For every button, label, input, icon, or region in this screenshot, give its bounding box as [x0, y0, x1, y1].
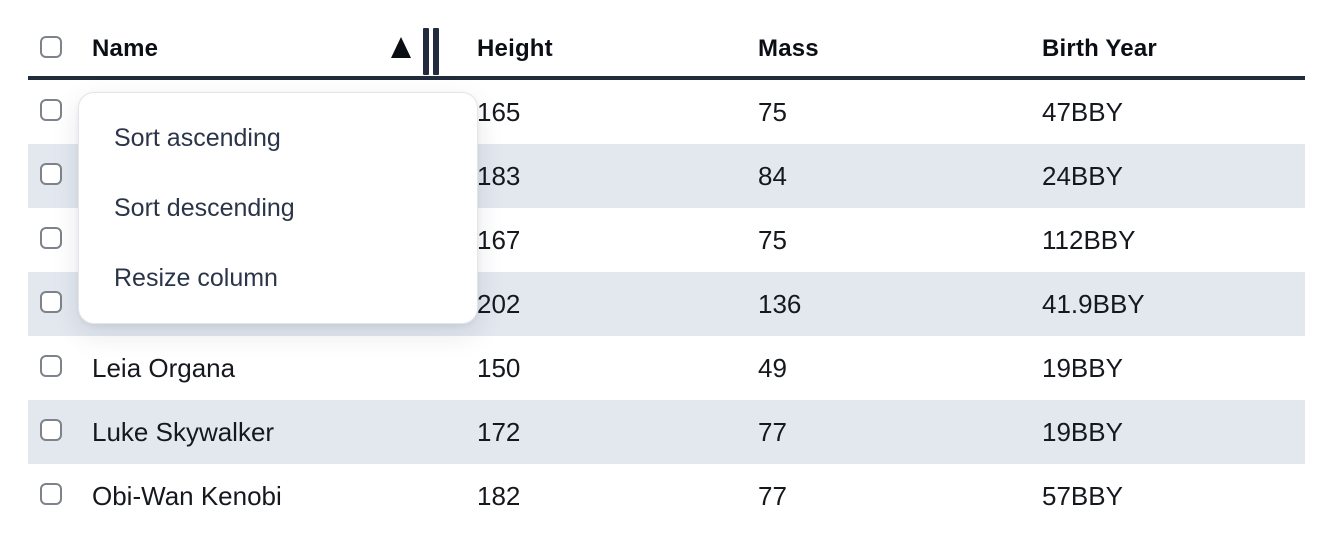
column-header-mass-label: Mass: [758, 35, 819, 62]
cell-mass: 75: [758, 224, 787, 255]
table-row: 165 75 47BBY: [28, 80, 1305, 144]
column-context-menu: Sort ascending Sort descending Resize co…: [78, 92, 478, 324]
table-row: 167 75 112BBY: [28, 208, 1305, 272]
cell-height: 150: [477, 352, 521, 383]
column-header-name[interactable]: Name: [92, 35, 477, 63]
cell-mass: 75: [758, 96, 787, 127]
row-checkbox[interactable]: [40, 354, 62, 377]
cell-height: 165: [477, 96, 521, 127]
menu-item-sort-descending[interactable]: Sort descending: [114, 193, 295, 222]
row-checkbox[interactable]: [40, 226, 62, 249]
select-all-checkbox[interactable]: [40, 35, 62, 58]
menu-item-sort-ascending[interactable]: Sort ascending: [114, 123, 281, 152]
column-header-birth-year-label: Birth Year: [1042, 35, 1157, 62]
cell-mass: 77: [758, 480, 787, 511]
column-header-name-label: Name: [92, 35, 159, 62]
cell-name: Luke Skywalker: [92, 416, 275, 447]
row-checkbox[interactable]: [40, 418, 62, 441]
cell-mass: 49: [758, 352, 787, 383]
cell-name: Leia Organa: [92, 352, 236, 383]
column-header-height-label: Height: [477, 35, 553, 62]
header-checkbox-cell: [28, 35, 92, 63]
row-checkbox[interactable]: [40, 290, 62, 313]
cell-height: 172: [477, 416, 521, 447]
row-checkbox[interactable]: [40, 98, 62, 121]
column-header-height[interactable]: Height: [477, 35, 758, 63]
cell-birth-year: 24BBY: [1042, 160, 1123, 191]
cell-height: 167: [477, 224, 521, 255]
cell-birth-year: 41.9BBY: [1042, 288, 1145, 319]
column-header-mass[interactable]: Mass: [758, 35, 1042, 63]
table-row: Luke Skywalker 172 77 19BBY: [28, 400, 1305, 464]
resize-bar-icon: [433, 28, 439, 75]
column-resize-handle[interactable]: [423, 28, 440, 75]
cell-birth-year: 47BBY: [1042, 96, 1123, 127]
cell-birth-year: 112BBY: [1042, 224, 1136, 255]
sort-ascending-icon: [391, 37, 411, 58]
cell-name: Obi-Wan Kenobi: [92, 480, 282, 511]
table-row: Leia Organa 150 49 19BBY: [28, 336, 1305, 400]
cell-height: 183: [477, 160, 521, 191]
column-header-birth-year[interactable]: Birth Year: [1042, 35, 1305, 63]
cell-mass: 77: [758, 416, 787, 447]
cell-birth-year: 19BBY: [1042, 352, 1123, 383]
cell-height: 202: [477, 288, 521, 319]
cell-mass: 84: [758, 160, 787, 191]
cell-mass: 136: [758, 288, 802, 319]
table-header-row: Name Height Mass Birth Year: [28, 0, 1305, 80]
resize-bar-icon: [423, 28, 429, 75]
table-row: Obi-Wan Kenobi 182 77 57BBY: [28, 464, 1305, 510]
cell-birth-year: 19BBY: [1042, 416, 1123, 447]
row-checkbox[interactable]: [40, 482, 62, 505]
cell-height: 182: [477, 480, 521, 511]
row-checkbox[interactable]: [40, 162, 62, 185]
menu-item-resize-column[interactable]: Resize column: [114, 263, 278, 292]
cell-birth-year: 57BBY: [1042, 480, 1123, 511]
